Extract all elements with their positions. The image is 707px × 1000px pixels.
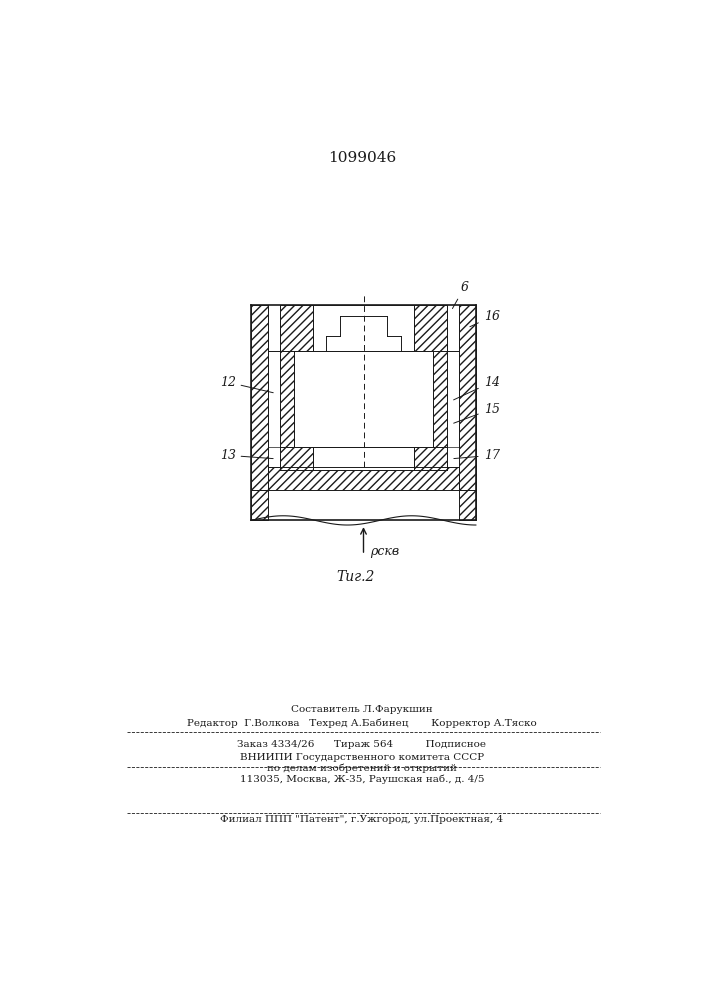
Text: ρскв: ρскв xyxy=(370,545,399,558)
Text: 113035, Москва, Ж-35, Раушская наб., д. 4/5: 113035, Москва, Ж-35, Раушская наб., д. … xyxy=(240,774,484,784)
Text: Τиг.2: Τиг.2 xyxy=(337,570,375,584)
Polygon shape xyxy=(459,305,476,490)
Text: Составитель Л.Фарукшин: Составитель Л.Фарукшин xyxy=(291,705,433,714)
Polygon shape xyxy=(268,351,280,447)
Polygon shape xyxy=(459,490,476,520)
Polygon shape xyxy=(433,351,448,447)
Text: по делам изобретений и открытий: по делам изобретений и открытий xyxy=(267,764,457,773)
Text: 6: 6 xyxy=(452,281,468,309)
Text: 14: 14 xyxy=(454,376,500,400)
Polygon shape xyxy=(280,351,293,447)
Text: ВНИИПИ Государственного комитета СССР: ВНИИПИ Государственного комитета СССР xyxy=(240,753,484,762)
Polygon shape xyxy=(251,305,268,490)
Polygon shape xyxy=(280,305,313,351)
Polygon shape xyxy=(414,447,448,470)
Text: 16: 16 xyxy=(470,310,500,327)
Polygon shape xyxy=(268,466,459,490)
Polygon shape xyxy=(313,447,414,470)
Polygon shape xyxy=(448,351,459,447)
Text: 15: 15 xyxy=(454,403,500,423)
Text: Редактор  Г.Волкова   Техред А.Бабинец       Корректор А.Тяско: Редактор Г.Волкова Техред А.Бабинец Корр… xyxy=(187,719,537,728)
Polygon shape xyxy=(280,447,313,470)
Text: Филиал ППП "Патент", г.Ужгород, ул.Проектная, 4: Филиал ППП "Патент", г.Ужгород, ул.Проек… xyxy=(221,815,503,824)
Text: 1099046: 1099046 xyxy=(328,151,396,165)
Polygon shape xyxy=(251,490,268,520)
Polygon shape xyxy=(293,351,433,447)
Text: 17: 17 xyxy=(454,449,500,462)
Text: 12: 12 xyxy=(220,376,273,393)
Text: Заказ 4334/26      Тираж 564          Подписное: Заказ 4334/26 Тираж 564 Подписное xyxy=(238,740,486,749)
Text: 13: 13 xyxy=(220,449,273,462)
Polygon shape xyxy=(313,305,414,351)
Polygon shape xyxy=(414,305,448,351)
